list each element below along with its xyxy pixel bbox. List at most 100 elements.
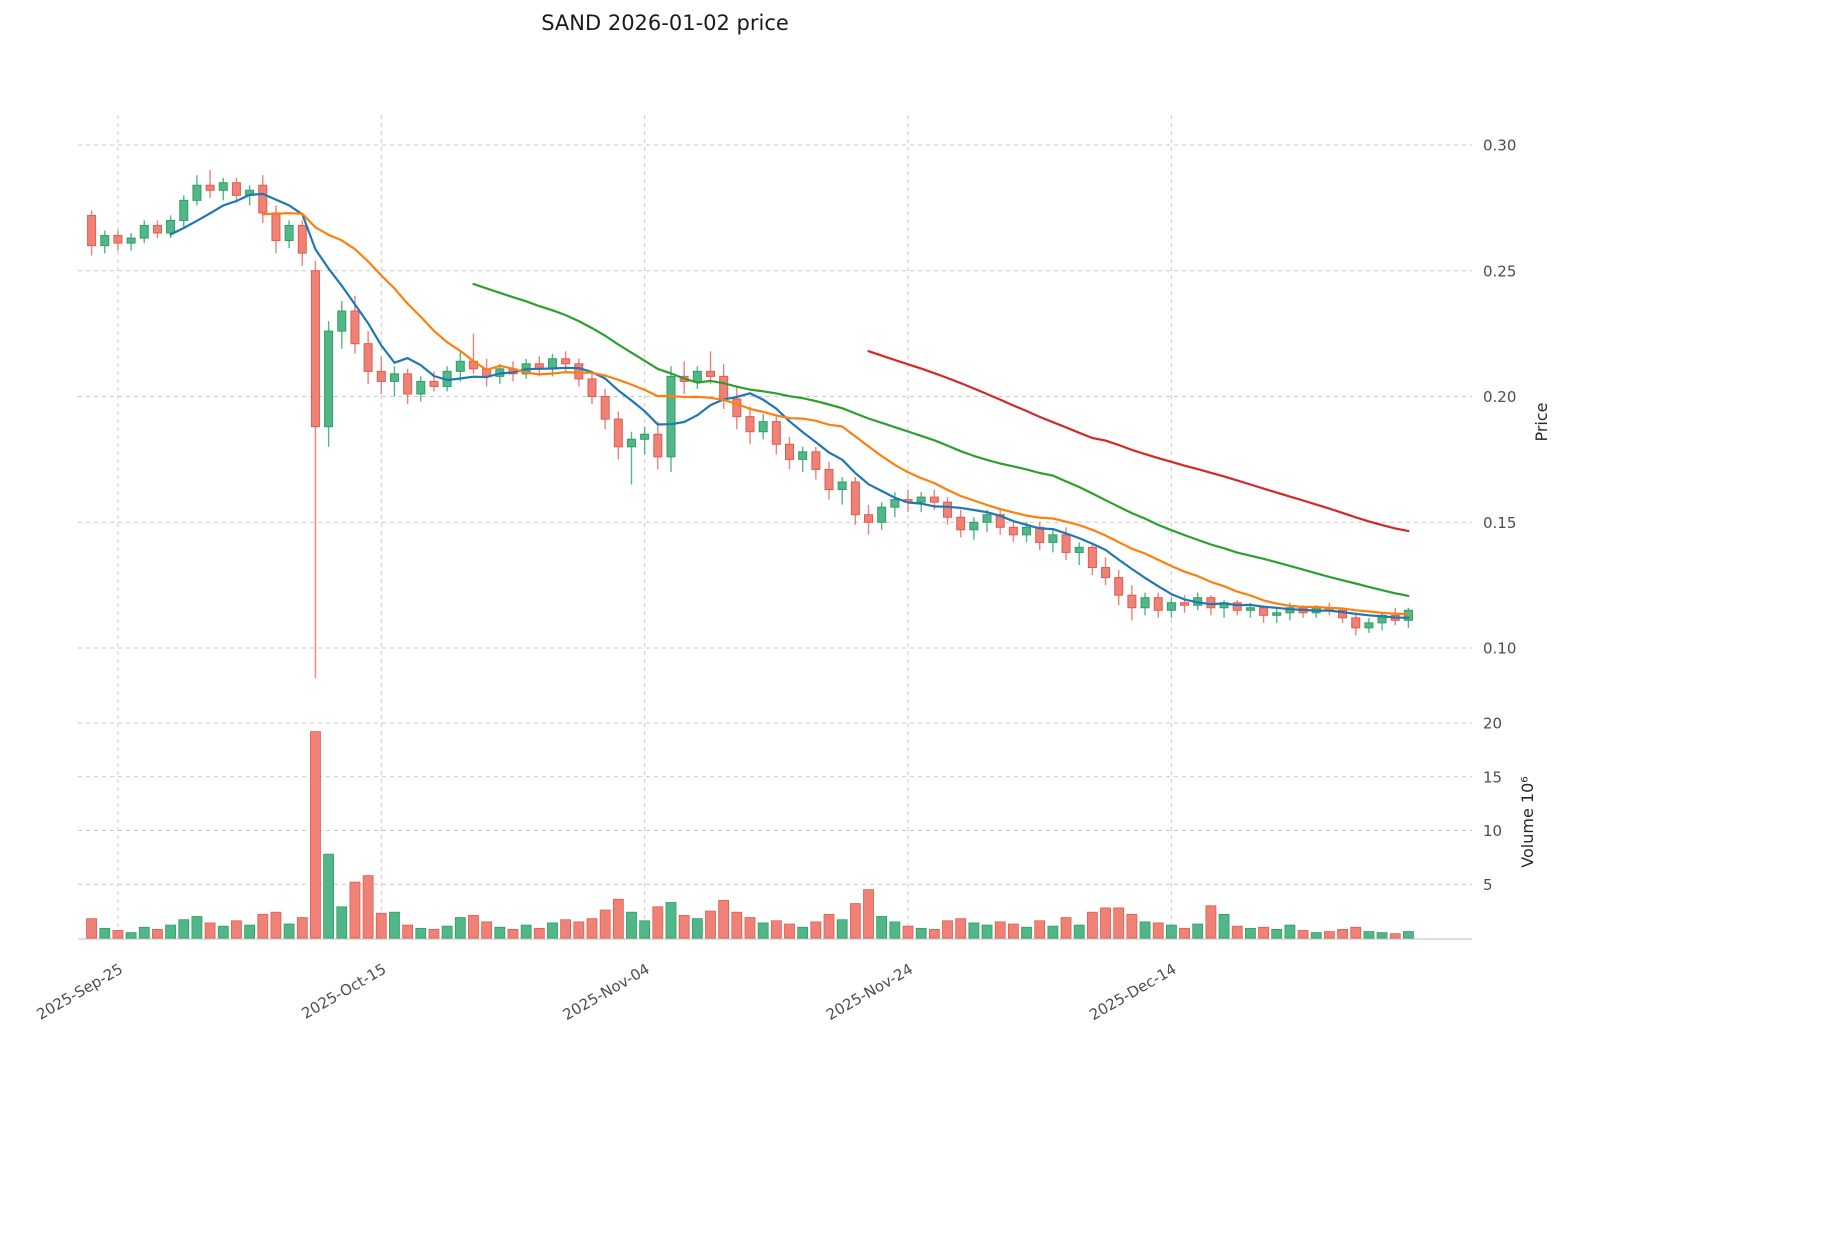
volume-bar [1021,926,1032,939]
volume-bar [902,925,914,939]
candle-body [732,398,742,418]
candle-body [416,380,426,395]
volume-bar [1324,931,1335,939]
volume-bar [270,911,282,939]
volume-tick: 20 [1483,715,1502,733]
candle-body [1272,612,1282,616]
candle-body [389,373,399,382]
volume-bar [1034,920,1046,939]
chart-title: SAND 2026-01-02 price [541,11,789,35]
volume-bar [191,916,203,939]
volume-bar [1231,925,1243,939]
candle-body [1087,546,1097,569]
date-tick: 2025-Nov-04 [560,960,653,1024]
candle-body [192,184,202,201]
volume-bar [507,929,519,939]
candle-body [455,360,465,372]
volume-bar [468,915,479,939]
volume-bar [942,920,953,939]
volume-bar [454,917,466,939]
candle-body [561,358,571,365]
volume-bar [1297,930,1309,939]
volume-bar [1100,907,1111,939]
volume-bar [481,921,493,939]
volume-bar [639,920,651,939]
candle-body [1180,602,1190,606]
volume-bar [836,919,848,939]
volume-bar [863,889,874,939]
volume-bar [955,918,967,939]
candle-body [969,521,979,531]
candle-body [824,468,834,491]
volume-bar [138,926,150,939]
candle-body [179,199,189,221]
candle-body [126,237,136,244]
candle-body [87,214,97,247]
date-tick: 2025-Dec-14 [1086,960,1179,1024]
volume-bar [1350,926,1362,939]
ma-line-60 [867,350,1410,533]
volume-bar [1310,932,1322,939]
volume-tick-labels: 20 15 10 5 [1483,715,1502,894]
volume-bar [626,911,637,939]
volume-bar [876,916,888,939]
volume-bar [125,932,137,939]
volume-bar [915,927,927,939]
volume-tick: 15 [1483,768,1502,786]
volume-bar [770,920,782,939]
candle-body [350,310,360,345]
volume-bar [402,924,414,939]
volume-bar [86,918,97,939]
candle-body [771,421,781,445]
candle-body [1140,597,1150,609]
candle-body [705,370,715,377]
volume-bar [1389,933,1401,939]
volume-axis-label: Volume 10⁶ [1518,776,1537,867]
volume-bar [757,922,769,939]
volume-bar [231,920,242,939]
candle-body [1008,526,1018,536]
volume-bar [784,923,795,939]
price-tick-labels: 0.30 0.25 0.20 0.15 0.10 [1483,137,1516,658]
volume-bar [823,913,835,939]
candle-body [982,514,992,523]
candle-body [1166,602,1176,611]
candle-body [798,451,808,460]
volume-bar [1139,921,1151,939]
candle-body [745,416,755,433]
volume-bar [810,921,822,939]
volume-bar [586,918,598,939]
candle-body [376,370,386,382]
candle-body [587,378,597,397]
volume-bar [1244,927,1256,939]
volume-bar [612,898,624,939]
moving-average-lines [169,192,1410,619]
volume-tick: 10 [1483,822,1502,840]
volume-bar [718,899,730,939]
candle-body [324,330,334,428]
volume-bar [165,924,176,939]
candle-body [692,370,702,382]
candle-body [363,343,373,372]
candle-body [337,310,347,332]
candle-body [666,375,676,458]
volume-bars [78,731,1472,940]
candle-body [837,481,847,491]
candle-body [310,270,320,428]
volume-bar [336,906,348,939]
volume-bar [981,924,993,939]
candle-body [258,184,268,214]
candle-body [139,224,149,239]
candle-body [626,438,636,448]
volume-bar [665,902,677,939]
volume-bar [494,926,506,939]
date-tick: 2025-Oct-15 [298,960,389,1023]
candle-body [1364,622,1374,629]
candle-body [890,499,900,508]
candle-body [1061,534,1071,553]
candle-body [956,516,966,531]
volume-bar [375,912,387,939]
volume-bar [1165,924,1177,939]
volume-bar [1271,929,1283,939]
